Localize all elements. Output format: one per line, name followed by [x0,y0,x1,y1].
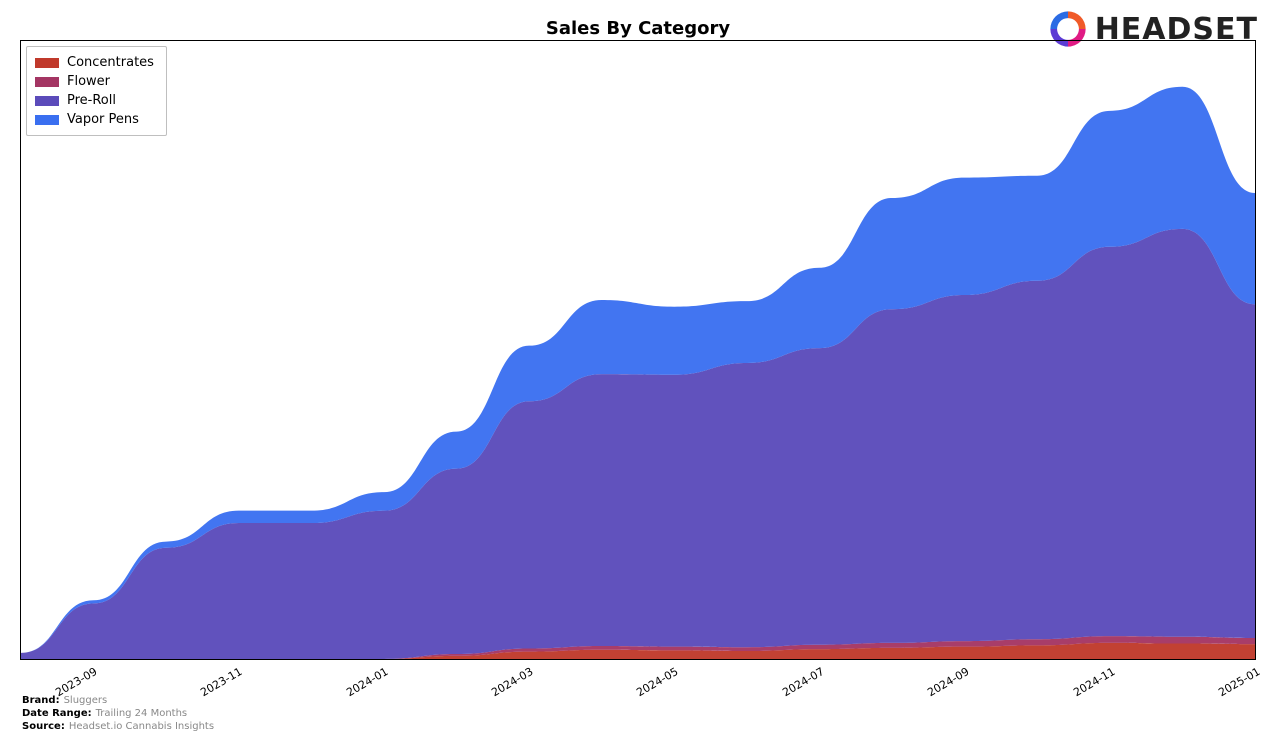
x-tick-label: 2025-01 [1216,665,1262,699]
legend-label: Flower [67,74,110,89]
legend-label: Concentrates [67,55,154,70]
legend-item: Vapor Pens [35,110,154,129]
chart-plot-area [20,40,1256,660]
x-tick-label: 2024-05 [635,665,681,699]
footer-date-range: Date Range:Trailing 24 Months [22,707,214,720]
footer-brand: Brand:Sluggers [22,694,214,707]
legend-item: Flower [35,72,154,91]
footer-source: Source:Headset.io Cannabis Insights [22,720,214,733]
x-tick-label: 2024-11 [1071,665,1117,699]
legend-label: Pre-Roll [67,93,116,108]
legend-swatch [35,58,59,68]
stacked-area-chart [21,41,1255,659]
x-tick-label: 2024-01 [344,665,390,699]
legend-item: Pre-Roll [35,91,154,110]
x-tick-label: 2024-09 [925,665,971,699]
area-series-pre-roll [21,229,1255,659]
x-tick-label: 2024-07 [780,665,826,699]
legend-label: Vapor Pens [67,112,139,127]
x-tick-label: 2024-03 [489,665,535,699]
chart-footer: Brand:Sluggers Date Range:Trailing 24 Mo… [22,694,214,733]
legend-swatch [35,96,59,106]
legend-item: Concentrates [35,53,154,72]
legend-swatch [35,77,59,87]
legend-swatch [35,115,59,125]
chart-legend: Concentrates Flower Pre-Roll Vapor Pens [26,46,167,136]
